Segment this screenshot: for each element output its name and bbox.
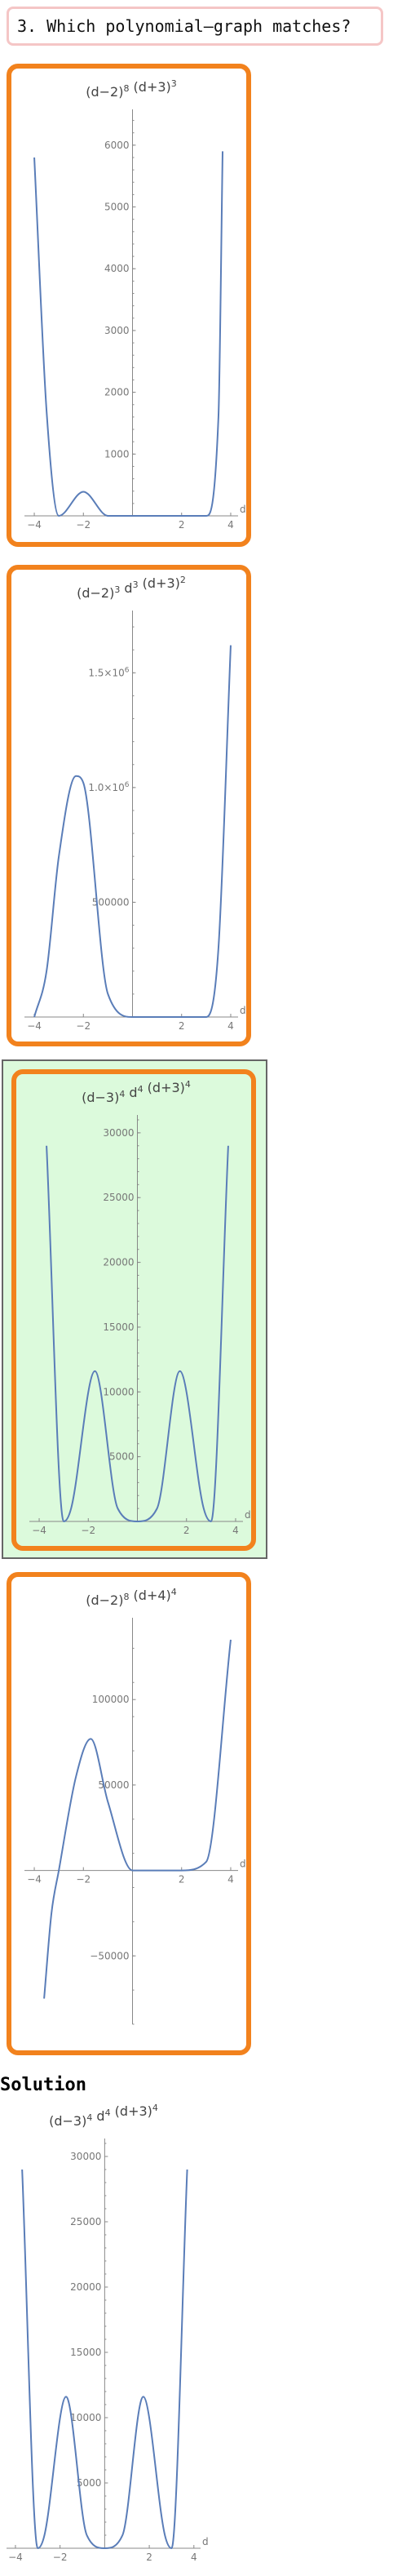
x-tick-label: 2 <box>179 519 185 531</box>
solution-heading: Solution <box>0 2075 86 2095</box>
x-tick-label: −2 <box>53 2552 68 2563</box>
y-tick-label: 6000 <box>104 140 130 151</box>
choice-3-card[interactable]: (d−3)4 d4 (d+3)4 d −4 −2 2 4 5000 10000 15000 200… <box>11 1069 256 1551</box>
x-axis-label: d <box>202 2536 209 2547</box>
x-axis-label: d <box>240 1859 246 1870</box>
series-line <box>21 2169 188 2550</box>
y-tick-label: 5000 <box>104 202 130 213</box>
y-tick-label: 5000 <box>109 1451 135 1463</box>
y-tick-label: 100000 <box>92 1694 130 1705</box>
chart-title: (d−2)8 (d+3)3 <box>86 78 177 100</box>
x-tick-label: −4 <box>8 2552 23 2563</box>
x-tick-label: 4 <box>227 519 234 531</box>
x-axis-label: d <box>245 1509 251 1521</box>
solution-chart: (d−3)4 d4 (d+3)4 d −4 −2 2 4 5000 10000 15000 200… <box>7 2103 209 2563</box>
y-tick-label: 10000 <box>103 1386 134 1397</box>
y-tick-label: 4000 <box>104 263 130 274</box>
choice-3-chart: (d−3)4 d4 (d+3)4 d −4 −2 2 4 5000 10000 15000 200… <box>29 1079 251 1536</box>
y-tick-label: 25000 <box>70 2216 101 2227</box>
x-tick-label: 4 <box>232 1525 239 1536</box>
x-tick-label: 2 <box>183 1525 190 1536</box>
y-tick-label: 20000 <box>70 2281 101 2293</box>
chart-title: (d−3)4 d4 (d+3)4 <box>49 2103 158 2129</box>
y-tick-label: 30000 <box>70 2151 101 2162</box>
x-tick-label: −2 <box>81 1525 95 1536</box>
choice-2-chart: (d−2)3 d3 (d+3)2 d −4 −2 2 4 500000 1.0×106 1.5×… <box>24 575 246 1032</box>
chart-title: (d−3)4 d4 (d+3)4 <box>82 1079 191 1105</box>
x-tick-label: 4 <box>191 2552 197 2563</box>
x-tick-label: −2 <box>76 1874 91 1885</box>
series-line <box>33 645 232 1018</box>
y-tick-label: 1000 <box>104 448 130 460</box>
y-tick-label: 20000 <box>103 1257 134 1268</box>
chart-title: (d−2)8 (d+4)4 <box>86 1587 177 1608</box>
x-tick-label: −4 <box>27 519 42 531</box>
y-tick-label: 3000 <box>104 325 130 336</box>
x-axis-label: d <box>240 1005 246 1016</box>
series-line <box>46 1145 229 1523</box>
x-tick-label: −4 <box>32 1525 46 1536</box>
x-tick-label: −2 <box>76 1020 91 1032</box>
choice-2-card[interactable]: (d−2)3 d3 (d+3)2 d −4 −2 2 4 500000 1.0×106 1.5×… <box>7 565 251 1046</box>
choice-1-card[interactable]: (d−2)8 (d+3)3 d −4 −2 2 4 1000 2000 3000 4000 5000… <box>7 64 251 547</box>
x-tick-label: 2 <box>179 1874 185 1885</box>
series-line <box>33 151 224 517</box>
x-axis-label: d <box>240 504 246 515</box>
y-tick-label: 15000 <box>103 1321 134 1333</box>
y-tick-label: 2000 <box>104 387 130 398</box>
y-tick-label: 25000 <box>103 1192 134 1203</box>
y-tick-label: 50000 <box>98 1779 129 1791</box>
choice-4-card[interactable]: (d−2)8 (d+4)4 d −4 −2 2 4 −50000 50000 100000 <box>7 1572 251 2055</box>
x-tick-label: −4 <box>27 1020 42 1032</box>
y-tick-label: 1.5×106 <box>88 666 129 678</box>
y-tick-label: 15000 <box>70 2347 101 2358</box>
chart-title: (d−2)3 d3 (d+3)2 <box>77 575 186 601</box>
x-tick-label: 2 <box>179 1020 185 1032</box>
series-line <box>43 1639 232 1999</box>
x-tick-label: −2 <box>76 519 91 531</box>
y-tick-label: 500000 <box>92 896 130 908</box>
question-box: 3. Which polynomial–graph matches? <box>7 7 383 46</box>
choice-4-chart: (d−2)8 (d+4)4 d −4 −2 2 4 −50000 50000 100000 <box>24 1587 246 2025</box>
y-tick-label: 30000 <box>103 1127 134 1139</box>
y-tick-label: 5000 <box>77 2477 102 2489</box>
x-tick-label: 4 <box>227 1020 234 1032</box>
choice-1-chart: (d−2)8 (d+3)3 d −4 −2 2 4 1000 2000 3000 4000 5000… <box>24 78 246 531</box>
x-tick-label: 2 <box>146 2552 152 2563</box>
x-tick-label: 4 <box>227 1874 234 1885</box>
x-tick-label: −4 <box>27 1874 42 1885</box>
y-tick-label: −50000 <box>90 1950 129 1961</box>
y-tick-label: 1.0×106 <box>88 781 129 793</box>
question-text: 3. Which polynomial–graph matches? <box>17 16 351 36</box>
y-tick-label: 10000 <box>70 2412 101 2423</box>
correct-choice-highlight <box>2 1059 267 1559</box>
